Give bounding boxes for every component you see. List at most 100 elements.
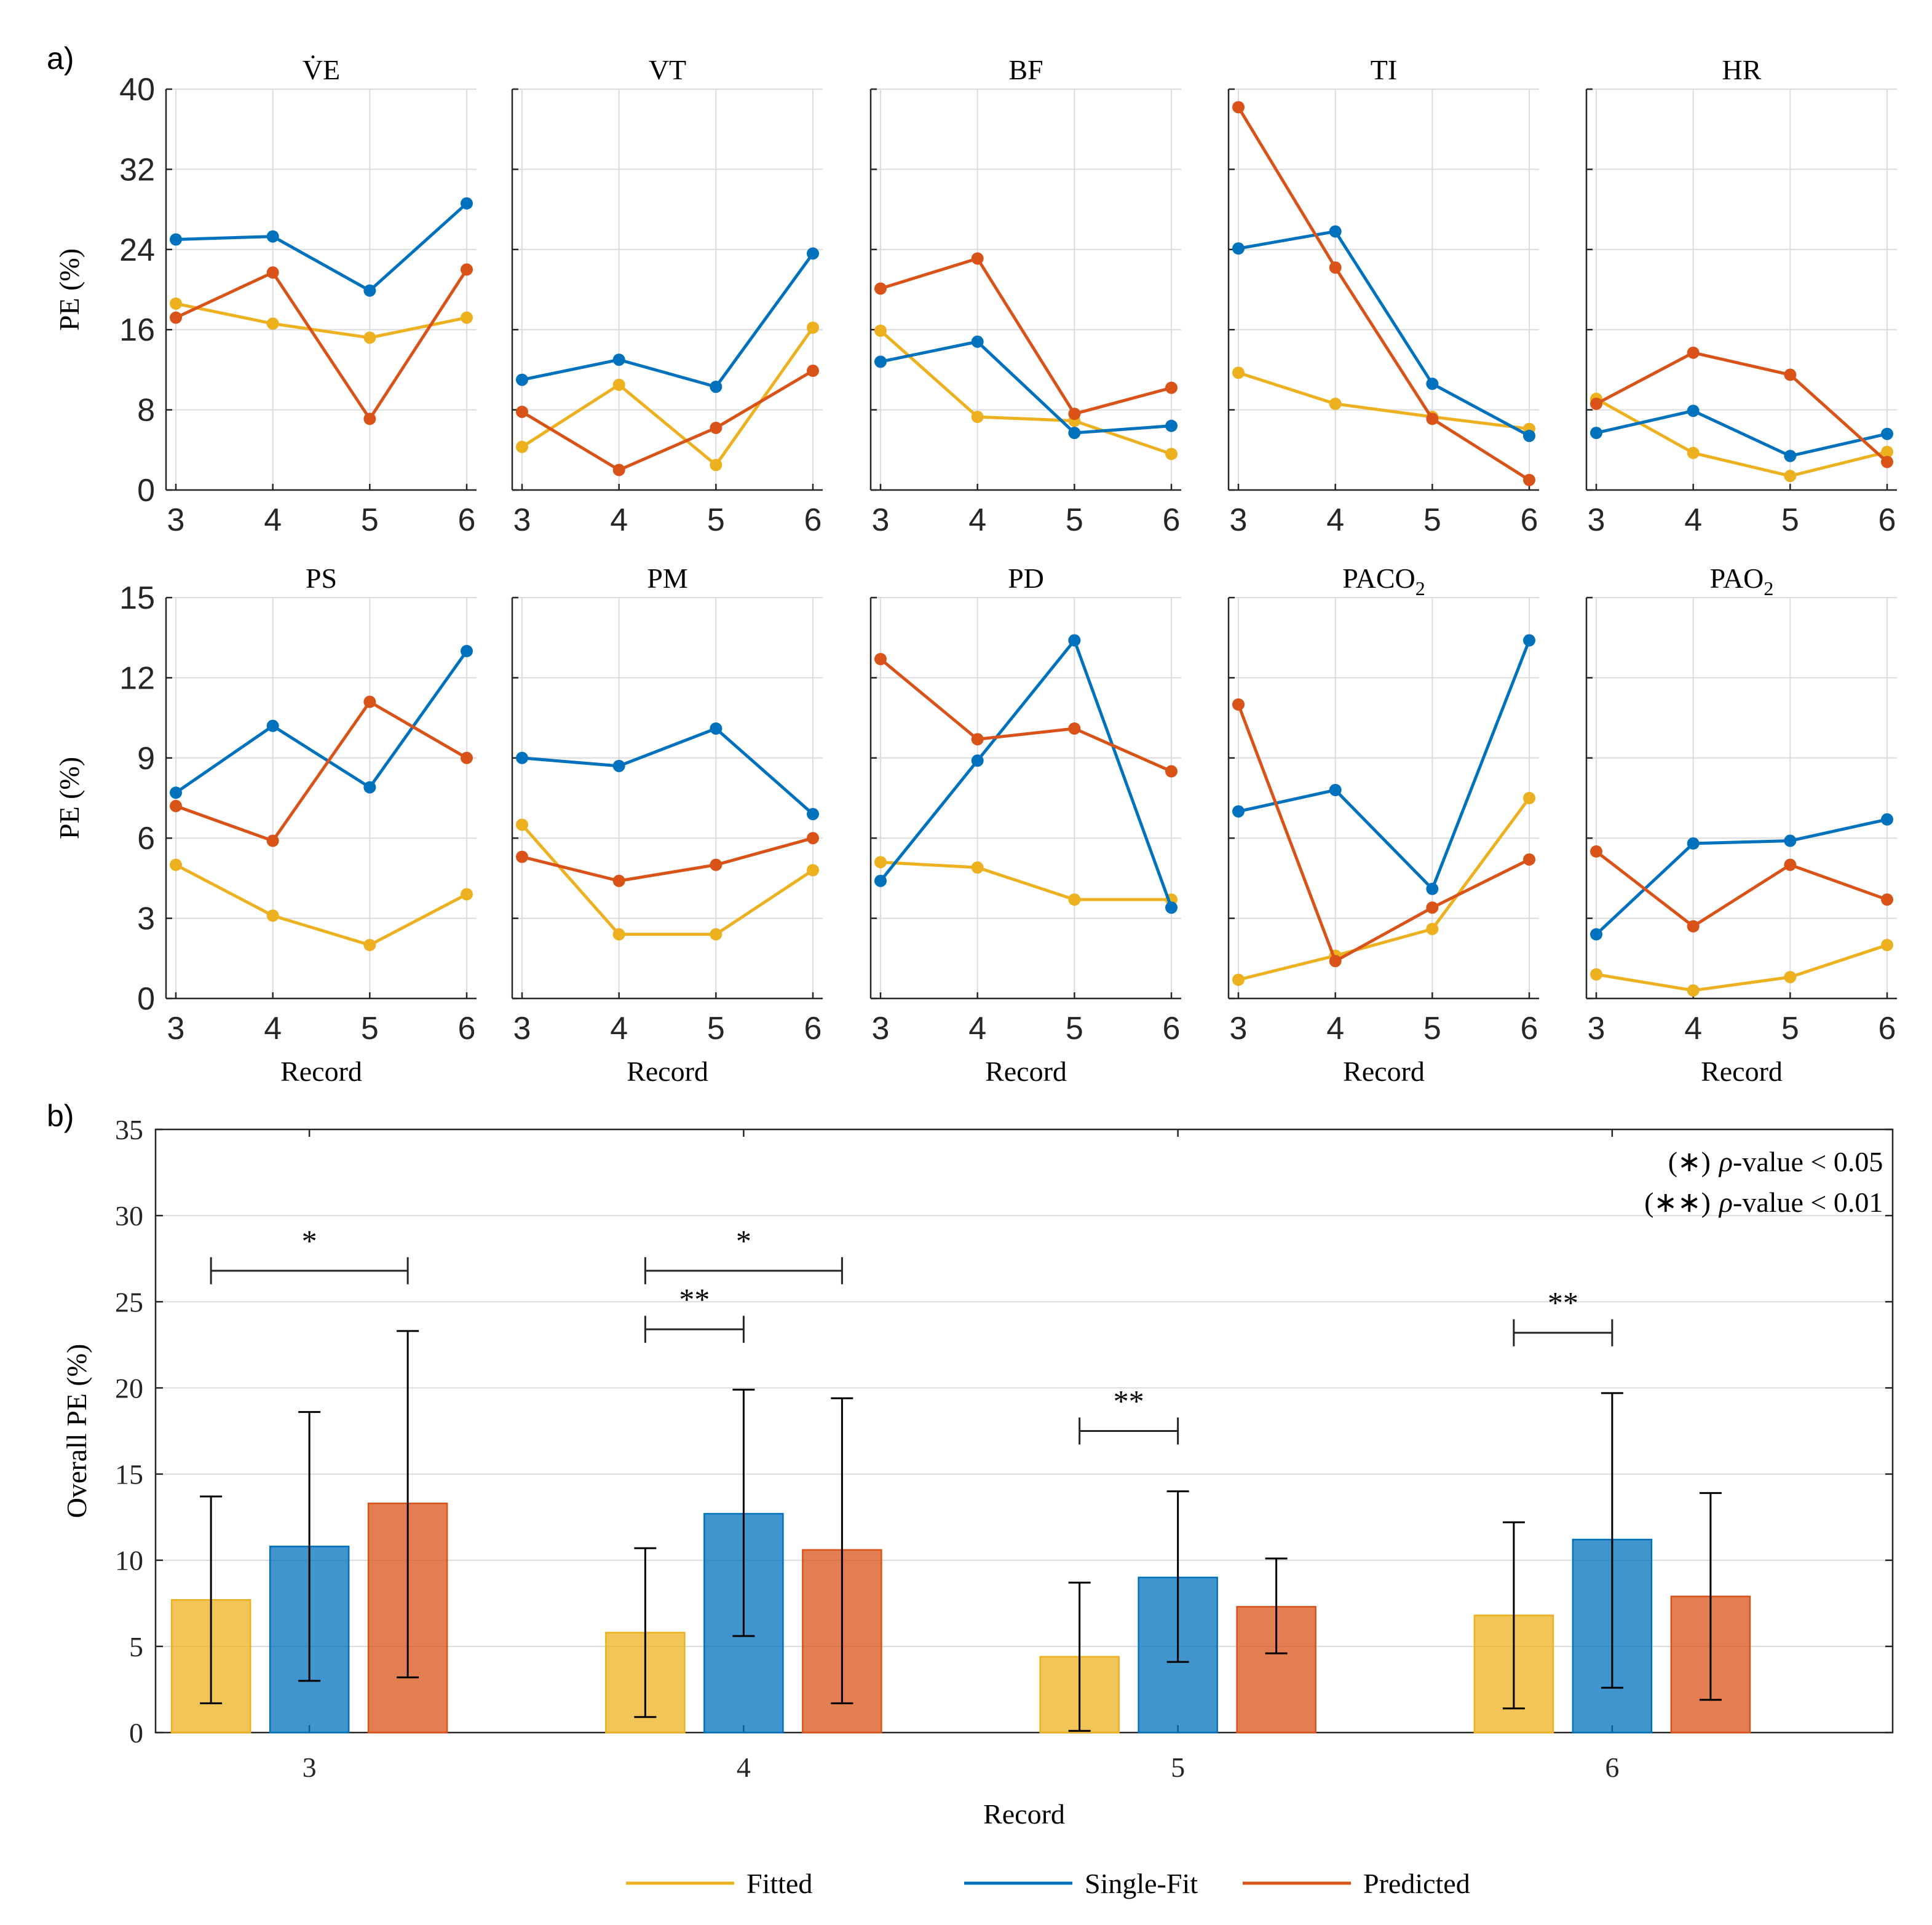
data-point-predicted bbox=[1784, 368, 1797, 381]
data-point-single-fit bbox=[710, 722, 723, 735]
subplot-title-text: V̇E bbox=[303, 54, 340, 85]
data-point-fitted bbox=[1687, 984, 1700, 997]
data-point-fitted bbox=[516, 818, 528, 831]
y-tick-label: 8 bbox=[137, 393, 155, 429]
data-point-single-fit bbox=[612, 759, 625, 772]
x-tick-label: 3 bbox=[513, 1011, 531, 1046]
data-point-predicted bbox=[1687, 346, 1700, 359]
data-point-single-fit bbox=[1590, 427, 1602, 440]
legend-label-single-fit: Single-Fit bbox=[1085, 1868, 1198, 1899]
data-point-predicted bbox=[516, 850, 528, 863]
data-point-fitted bbox=[266, 909, 279, 922]
data-point-fitted bbox=[1881, 939, 1893, 952]
x-tick-label: 3 bbox=[303, 1752, 317, 1783]
y-axis-title: PE (%) bbox=[53, 757, 85, 839]
data-point-predicted bbox=[170, 311, 182, 324]
data-point-single-fit bbox=[516, 373, 528, 386]
y-tick-label: 3 bbox=[137, 901, 155, 937]
data-point-single-fit bbox=[1687, 837, 1700, 850]
x-tick-label: 3 bbox=[872, 502, 890, 538]
data-point-fitted bbox=[971, 861, 984, 874]
data-point-fitted bbox=[1232, 366, 1245, 379]
x-tick-label: 4 bbox=[264, 502, 282, 538]
y-tick-label: 30 bbox=[115, 1200, 143, 1231]
y-tick-label: 10 bbox=[115, 1545, 143, 1576]
y-tick-label: 5 bbox=[129, 1631, 143, 1662]
subplot-title-text: HR bbox=[1722, 54, 1762, 85]
data-point-single-fit bbox=[1784, 834, 1797, 847]
subplot-bf: 3 4 5 6 BF bbox=[869, 54, 1181, 538]
x-tick-label: 6 bbox=[1163, 502, 1181, 538]
subplot-hr: 3 4 5 6 HR bbox=[1585, 54, 1897, 538]
subplot-title: VT bbox=[649, 54, 686, 85]
series-line-predicted bbox=[1595, 351, 1888, 464]
x-tick-label: 3 bbox=[1588, 1011, 1605, 1046]
y-tick-label: 20 bbox=[115, 1372, 143, 1404]
x-tick-label: 6 bbox=[804, 502, 822, 538]
data-point-fitted bbox=[874, 856, 887, 869]
series-line-fitted bbox=[521, 823, 814, 936]
series-line-predicted bbox=[1237, 703, 1530, 963]
subplot-pao2: 3 4 5 6 Record PAO2 bbox=[1585, 563, 1897, 1087]
y-axis-title: Overall PE (%) bbox=[61, 1344, 92, 1519]
data-point-predicted bbox=[971, 733, 984, 746]
data-point-fitted bbox=[363, 331, 376, 344]
data-point-single-fit bbox=[807, 808, 819, 821]
x-tick-label: 4 bbox=[737, 1752, 751, 1783]
subplot-title-text: VT bbox=[649, 54, 686, 85]
y-tick-label: 16 bbox=[119, 312, 155, 348]
series-line-predicted bbox=[175, 269, 469, 421]
data-point-single-fit bbox=[710, 381, 723, 393]
data-point-predicted bbox=[1232, 101, 1245, 114]
series-line-single-fit bbox=[175, 650, 469, 794]
data-point-fitted bbox=[461, 311, 473, 324]
data-point-predicted bbox=[170, 800, 182, 813]
subplot-title-text: TI bbox=[1371, 54, 1397, 85]
legend: Fitted Single-Fit Predicted bbox=[626, 1868, 1470, 1899]
data-point-single-fit bbox=[1426, 377, 1439, 390]
x-axis-title: Record bbox=[627, 1056, 708, 1087]
data-point-single-fit bbox=[363, 284, 376, 297]
y-tick-label: 40 bbox=[119, 72, 155, 108]
data-point-single-fit bbox=[516, 751, 528, 764]
legend-label-predicted: Predicted bbox=[1363, 1868, 1470, 1899]
plot-area-frame bbox=[154, 1128, 1894, 1734]
data-point-predicted bbox=[971, 252, 984, 265]
data-point-fitted bbox=[1426, 922, 1439, 935]
annotation-text: -value < 0.05 bbox=[1733, 1146, 1883, 1177]
series-line-single-fit bbox=[521, 252, 815, 389]
subplot-title: V̇E bbox=[303, 54, 340, 85]
data-point-predicted bbox=[1165, 381, 1178, 394]
x-tick-label: 5 bbox=[707, 1011, 725, 1046]
x-tick-label: 6 bbox=[1521, 1011, 1538, 1046]
x-tick-label: 3 bbox=[513, 502, 531, 538]
data-point-predicted bbox=[1523, 473, 1535, 486]
data-point-fitted bbox=[1687, 446, 1700, 459]
data-point-fitted bbox=[1068, 893, 1081, 906]
x-tick-label: 5 bbox=[1066, 502, 1083, 538]
subplot-title-text: PACO bbox=[1342, 563, 1415, 594]
series-line-fitted bbox=[1238, 797, 1531, 981]
legend-label-fitted: Fitted bbox=[746, 1868, 812, 1899]
data-point-predicted bbox=[1590, 397, 1602, 410]
data-point-predicted bbox=[1232, 698, 1245, 711]
x-tick-label: 6 bbox=[458, 1011, 476, 1046]
subplot-title-text: PS bbox=[306, 563, 337, 594]
data-point-single-fit bbox=[363, 781, 376, 794]
data-point-single-fit bbox=[1329, 225, 1342, 238]
subplot-pd: 3 4 5 6 Record PD bbox=[869, 563, 1181, 1087]
data-point-single-fit bbox=[874, 874, 887, 887]
x-tick-label: 3 bbox=[1230, 1011, 1248, 1046]
data-point-predicted bbox=[874, 652, 887, 665]
data-point-single-fit bbox=[1232, 242, 1245, 255]
x-tick-label: 6 bbox=[1163, 1011, 1181, 1046]
data-point-single-fit bbox=[612, 354, 625, 366]
data-point-predicted bbox=[1068, 408, 1081, 421]
panel-b-label: b) bbox=[47, 1099, 74, 1133]
data-point-fitted bbox=[1784, 971, 1797, 984]
annotation-line: (∗∗) ρ bbox=[1644, 1187, 1733, 1218]
series-line-fitted bbox=[175, 863, 468, 947]
